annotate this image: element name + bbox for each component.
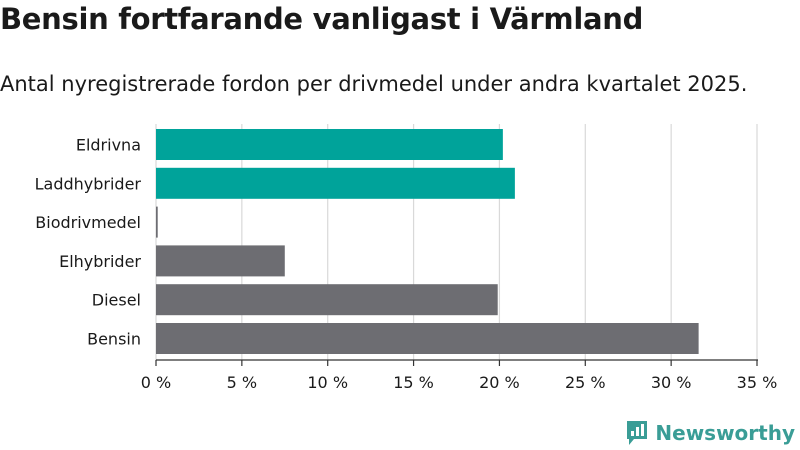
newsworthy-logo-icon [627,421,648,445]
x-tick-label: 5 % [227,373,257,392]
newsworthy-logo-text: Newsworthy [655,421,795,445]
category-label: Eldrivna [76,136,141,155]
x-tick-label: 10 % [307,373,348,392]
x-tick-label: 15 % [393,373,434,392]
category-label: Elhybrider [59,252,141,271]
x-tick-label: 25 % [565,373,606,392]
bar-elhybrider [156,245,285,277]
x-tick-label: 30 % [651,373,692,392]
bar-bensin [156,323,699,354]
category-label: Diesel [92,291,141,310]
bar-laddhybrider [156,167,515,199]
x-tick-label: 35 % [737,373,778,392]
newsworthy-logo: Newsworthy [625,419,795,447]
bar-biodrivmedel [156,206,158,238]
x-tick-labels: 0 % 5 % 10 % 15 % 20 % 25 % 30 % 35 % [141,359,778,392]
grid-lines [155,124,758,360]
chart-subtitle: Antal nyregistrerade fordon per drivmede… [0,72,748,96]
x-tick-label: 0 % [141,373,171,392]
category-label: Bensin [87,330,141,349]
category-labels: Eldrivna Laddhybrider Biodrivmedel Elhybrid… [35,136,142,349]
bar-eldrivna [156,129,503,160]
chart-title: Bensin fortfarande vanligast i Värmland [0,2,644,36]
category-label: Laddhybrider [35,174,142,193]
x-tick-label: 20 % [479,373,520,392]
bar-diesel [156,284,498,316]
bars [156,129,699,354]
category-label: Biodrivmedel [35,213,141,232]
